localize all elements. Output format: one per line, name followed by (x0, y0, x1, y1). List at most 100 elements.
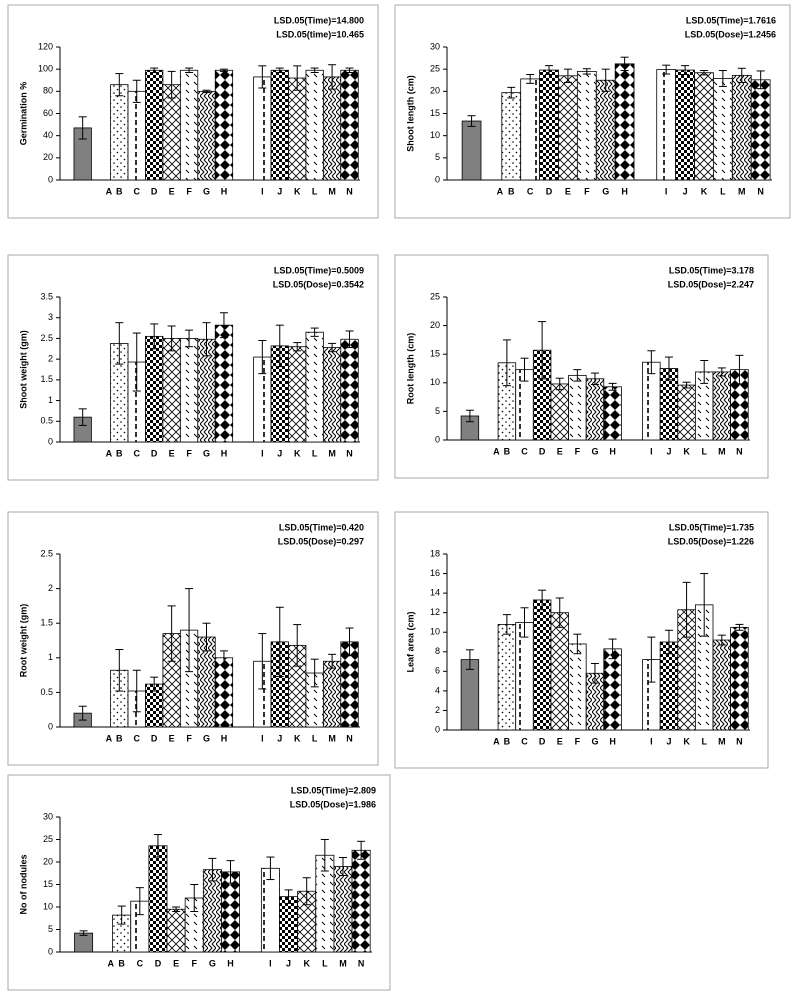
x-tick-label: H (609, 736, 616, 746)
bar (501, 92, 522, 181)
y-tick-label: 1.5 (40, 618, 53, 628)
panel-border (394, 254, 769, 479)
error-bar (132, 669, 141, 713)
error-bar (132, 79, 141, 103)
y-axis-label: Germination % (18, 82, 28, 146)
y-tick-label: 5 (48, 924, 53, 934)
chart-panel: LSD.05(Time)=14.800 LSD.05(time)=10.465 Ge… (7, 4, 379, 219)
x-tick-label: B (116, 186, 123, 196)
x-tick-label: I (261, 448, 264, 458)
y-tick-label: 18 (430, 548, 440, 558)
error-bar (78, 705, 87, 721)
x-tick-label: H (221, 733, 228, 743)
bar (713, 78, 733, 181)
y-tick-label: 16 (430, 568, 440, 578)
error-bar (310, 67, 319, 73)
bar (260, 867, 280, 953)
error-bar (681, 65, 690, 75)
y-tick-label: 5 (435, 406, 440, 416)
error-bar (79, 930, 88, 936)
error-bar (320, 839, 329, 872)
x-tick-label: A (493, 446, 500, 456)
x-tick-label: J (666, 736, 671, 746)
y-tick-label: 20 (430, 86, 440, 96)
x-tick-label: C (521, 736, 528, 746)
lsd-annotation: LSD.05(Dose)=0.3542 (273, 279, 364, 289)
y-tick-label: 0 (48, 946, 53, 956)
x-tick-label: N (346, 186, 353, 196)
x-tick-label: N (358, 958, 365, 968)
x-tick-label: N (736, 446, 743, 456)
error-bar (507, 86, 516, 99)
bar (127, 90, 146, 181)
lsd-annotation: LSD.05(time)=10.465 (276, 29, 364, 39)
error-bar (150, 676, 159, 692)
error-bar (135, 887, 144, 916)
error-bar (465, 409, 474, 423)
x-tick-label: C (133, 448, 140, 458)
x-tick-label: C (133, 186, 140, 196)
y-tick-label: 5 (435, 152, 440, 162)
error-bar (338, 857, 347, 876)
y-axis-label: Shoot length (cm) (405, 75, 415, 152)
y-tick-label: 3 (48, 312, 53, 322)
error-bar (573, 369, 582, 382)
y-tick-label: 2 (48, 354, 53, 364)
bar (677, 384, 696, 441)
x-tick-label: K (303, 958, 310, 968)
error-bar (302, 877, 311, 906)
error-bar (608, 638, 617, 660)
error-bar (310, 658, 319, 688)
error-bar (608, 382, 617, 391)
x-tick-label: D (539, 446, 546, 456)
error-bar (328, 342, 337, 353)
lsd-annotation: LSD.05(Dose)=1.986 (290, 799, 376, 809)
bar (558, 75, 578, 181)
bar (603, 386, 622, 441)
chart-panel: LSD.05(Time)=1.735 LSD.05(Dose)=1.226 Leaf… (394, 511, 769, 769)
bar (322, 347, 342, 443)
y-tick-label: 20 (430, 320, 440, 330)
bar (550, 383, 569, 441)
x-tick-label: C (527, 186, 534, 196)
y-tick-label: 0.5 (40, 416, 53, 426)
y-axis-label: No of nodules (18, 855, 28, 915)
x-tick-label: N (346, 448, 353, 458)
error-bar (328, 653, 337, 669)
x-tick-label: B (504, 736, 511, 746)
y-tick-label: 8 (435, 646, 440, 656)
error-bar (115, 648, 124, 692)
x-tick-label: C (133, 733, 140, 743)
x-tick-label: J (277, 448, 282, 458)
error-bar (756, 70, 765, 90)
error-bar (620, 56, 629, 71)
error-bar (258, 340, 267, 375)
error-bar (526, 73, 535, 84)
y-tick-label: 2 (435, 705, 440, 715)
x-tick-label: E (169, 448, 175, 458)
bar (532, 599, 552, 731)
x-tick-label: F (575, 736, 581, 746)
error-bar (185, 588, 194, 673)
x-tick-label: L (322, 958, 328, 968)
error-bar (717, 634, 726, 646)
error-bar (153, 834, 162, 858)
x-tick-label: M (328, 448, 336, 458)
x-tick-label: E (557, 736, 563, 746)
x-tick-label: G (602, 186, 609, 196)
bar (568, 643, 587, 731)
x-tick-label: M (339, 958, 347, 968)
error-bar (284, 889, 293, 904)
x-tick-label: K (294, 186, 301, 196)
y-tick-label: 120 (38, 41, 53, 51)
bar (305, 69, 324, 181)
bar (659, 641, 679, 731)
x-tick-label: E (565, 186, 571, 196)
y-tick-label: 20 (43, 856, 53, 866)
y-tick-label: 15 (430, 108, 440, 118)
lsd-annotation: LSD.05(Dose)=1.226 (668, 536, 754, 546)
chart-panel: LSD.05(Time)=3.178 LSD.05(Dose)=2.247 Root… (394, 254, 769, 479)
error-bar (735, 623, 744, 631)
error-bar (219, 312, 228, 339)
error-bar (219, 650, 228, 666)
